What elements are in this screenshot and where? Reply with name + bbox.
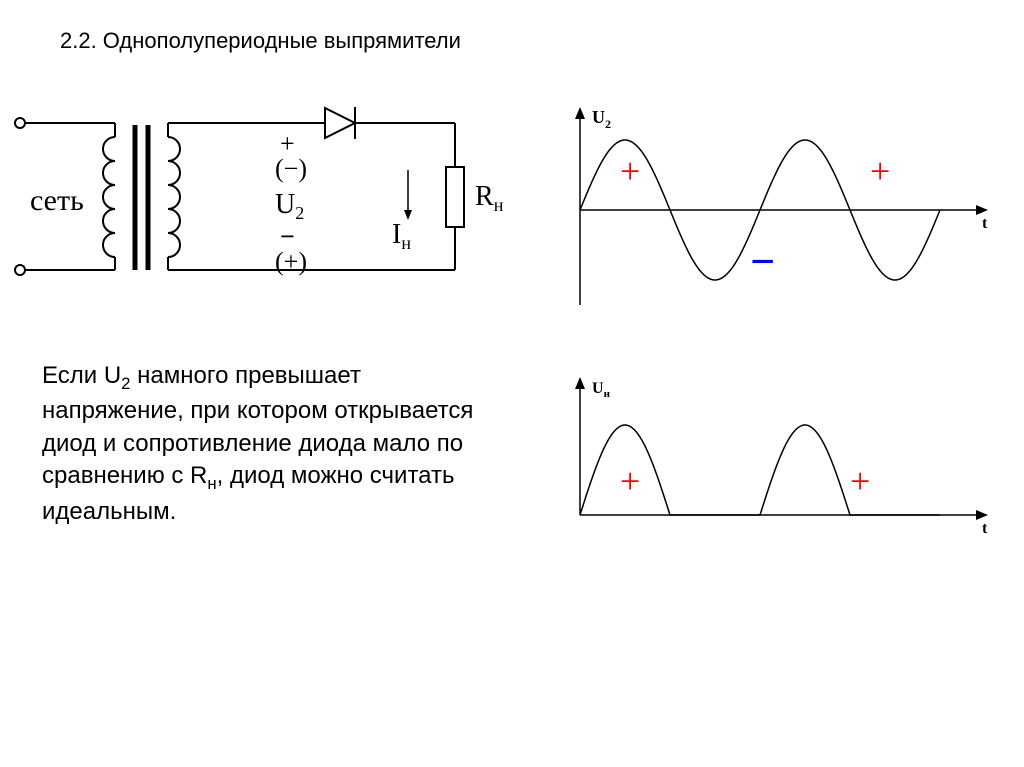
output-waveform-graph: Uн t: [540, 370, 990, 570]
plus-label-g2-1: +: [620, 460, 640, 502]
svg-text:Iн: Iн: [392, 219, 411, 253]
svg-text:(+): (+): [275, 247, 307, 276]
svg-text:U2: U2: [592, 107, 611, 131]
plus-label-g1-1: +: [620, 150, 640, 192]
input-waveform-graph: U2 t: [540, 100, 990, 330]
input-label: сеть: [30, 184, 84, 217]
description-paragraph: Если U2 намного превышает напряжение, пр…: [42, 360, 482, 528]
section-title: 2.2. Однополупериодные выпрямители: [60, 28, 461, 54]
svg-text:t: t: [982, 215, 988, 232]
svg-text:t: t: [982, 520, 988, 537]
svg-text:Rн: Rн: [475, 181, 504, 215]
svg-text:U2: U2: [275, 189, 304, 223]
svg-text:Uн: Uн: [592, 380, 611, 400]
minus-label-g1: −: [750, 236, 775, 287]
plus-label-g1-2: +: [870, 150, 890, 192]
circuit-diagram: сеть + (−) − (+) U2 Iн Rн: [0, 85, 530, 305]
svg-text:(−): (−): [275, 154, 307, 183]
plus-label-g2-2: +: [850, 460, 870, 502]
